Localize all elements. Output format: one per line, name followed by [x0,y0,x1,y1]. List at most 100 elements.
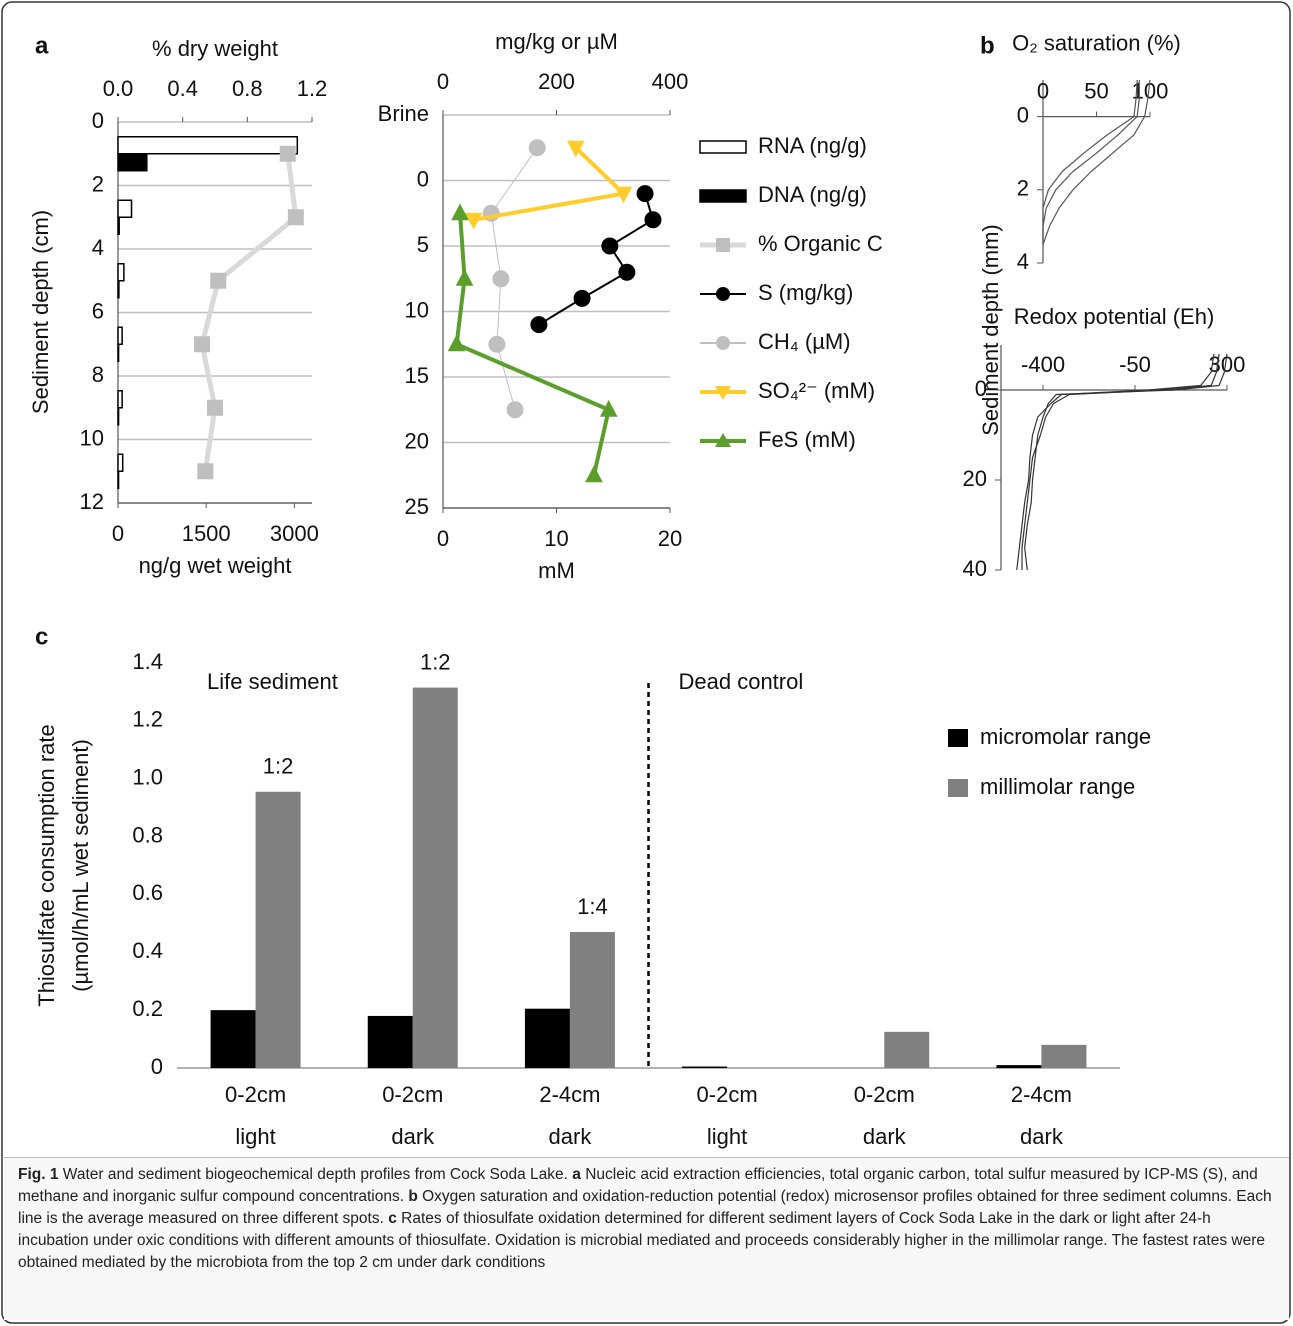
x2-tick-label: 0 [1037,78,1049,103]
x2-tick-label: -50 [1119,352,1151,377]
bar [1041,1044,1087,1068]
marker [636,185,654,203]
line [1042,79,1138,245]
marker [601,237,619,255]
panel-label: a [35,32,49,59]
caption-key: b [408,1188,418,1205]
marker [207,399,223,416]
legend-marker [716,336,730,350]
legend-swatch [699,140,747,154]
panel-label: b [980,32,995,59]
bar [117,343,120,362]
group-label: Life sediment [207,669,338,694]
y-tick-label: 0 [92,108,104,133]
bar [117,470,120,489]
bar [412,687,458,1068]
marker [644,211,662,229]
marker [585,465,603,483]
bar [117,263,125,282]
line [1021,353,1220,570]
x2-tick-label: 0.0 [103,76,134,101]
marker [210,272,227,289]
y-tick-label: 2 [1017,176,1029,201]
line [199,153,299,472]
bar [682,1066,728,1068]
x-tick-label: dark [549,1124,593,1149]
x2-tick-label: 0.8 [232,76,263,101]
bar [117,199,133,218]
y-tick-label: 0.6 [132,880,163,905]
x2-axis-label: % dry weight [152,36,278,61]
y-tick-label: 0.2 [132,996,163,1021]
x-axis-label: ng/g wet weight [139,553,292,578]
y-tick-label: 25 [405,494,429,519]
x-tick-label: dark [1020,1124,1064,1149]
legend-marker [715,433,731,447]
marker [599,400,618,417]
y-tick-label: 4 [1017,249,1029,274]
marker [614,186,633,204]
legend-label: micromolar range [980,724,1151,749]
ratio-label: 1:4 [577,894,608,919]
x2-axis-label: mg/kg or µM [495,29,618,54]
x2-tick-label: 0.4 [167,76,198,101]
caption-part: Rates of thiosulfate oxidation determine… [18,1210,1265,1271]
x-tick-label: 10 [544,526,568,551]
y-tick-label: 0 [151,1054,163,1079]
legend-label: FeS (mM) [758,427,856,452]
marker [530,316,548,334]
marker [528,139,546,157]
bar [117,136,299,155]
bar [117,407,120,426]
x-tick-label: 0-2cm [697,1082,758,1107]
x-tick-label: 0 [437,526,449,551]
legend-label: SO₄²⁻ (mM) [758,378,875,403]
x-tick-label: 2-4cm [1011,1082,1072,1107]
bar [996,1065,1042,1068]
bar [117,453,124,472]
marker [492,270,510,288]
legend-label: CH₄ (µM) [758,329,851,354]
bar [367,1015,413,1068]
marker [451,203,469,221]
bar [569,932,615,1068]
panel-label: c [35,623,48,650]
legend-label: DNA (ng/g) [758,182,867,207]
x-tick-label: 0 [112,521,124,546]
caption-label: Fig. 1 [18,1166,59,1183]
caption-key: c [388,1210,397,1227]
y-tick-label: 0 [417,166,429,191]
x2-tick-label: -400 [1021,352,1065,377]
y-tick-label: 1.4 [132,649,163,674]
bar [884,1031,930,1068]
marker [488,335,506,353]
legend-label: S (mg/kg) [758,280,853,305]
x-tick-label: 0-2cm [854,1082,915,1107]
x-tick-label: light [235,1124,275,1149]
caption-part: Nucleic acid extraction efficiencies, to… [18,1166,1258,1205]
y-tick-label: 0 [975,376,987,401]
bar [117,280,120,299]
y-tick-label: 0.4 [132,938,163,963]
bar [117,390,123,409]
marker [455,269,474,286]
marker [566,140,585,158]
marker [287,209,304,226]
y-tick-label: 15 [405,363,429,388]
bar [117,153,148,172]
legend-swatch [948,729,968,747]
y-axis-label: Sediment depth (cm) [28,210,53,414]
legend-swatch [699,189,747,203]
bar [524,1008,570,1068]
x2-axis-label: Redox potential (Eh) [1014,304,1215,329]
x2-tick-label: 400 [652,69,689,94]
y-tick-label: 20 [405,428,429,453]
ratio-label: 1:2 [420,649,451,674]
x2-axis-label: O₂ saturation (%) [1012,30,1181,55]
y-tick-label: 10 [80,425,104,450]
line [1042,79,1151,245]
legend-label: RNA (ng/g) [758,133,867,158]
legend-marker [715,386,731,400]
line [538,193,654,326]
